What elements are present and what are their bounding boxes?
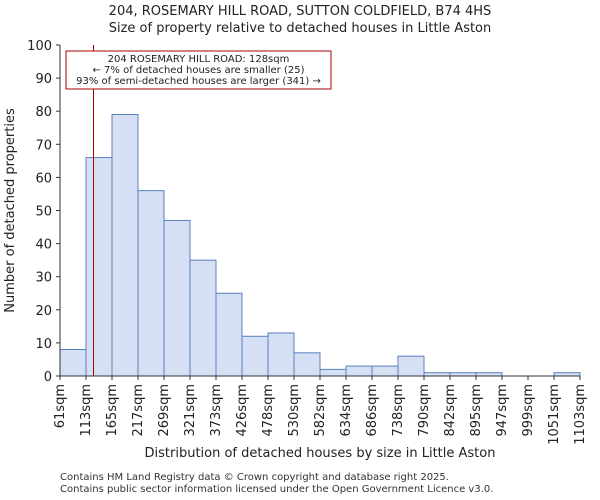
x-tick-label-1051sqm: 1051sqm [547,384,562,445]
axes-layer: 0 10 20 30 40 50 60 70 80 90 100 61sqm 113sqm 165sqm 2… [3,39,588,461]
y-tick-label-40: 40 [35,238,52,253]
y-tick-label-90: 90 [35,72,52,87]
bar-217sqm [137,190,165,377]
bar-321sqm [189,259,217,377]
bar-61sqm [59,349,87,377]
bar-426sqm [241,335,269,377]
x-axis-label: Distribution of detached houses by size … [145,446,496,461]
chart-title: 204, ROSEMARY HILL ROAD, SUTTON COLDFIEL… [108,4,492,19]
y-tick-label-80: 80 [35,105,52,120]
annotation-line1: 204 ROSEMARY HILL ROAD: 128sqm [108,54,290,65]
x-tick-label-1103sqm: 1103sqm [573,384,588,445]
bar-738sqm [397,355,425,377]
x-tick-label-321sqm: 321sqm [183,384,198,437]
x-tick-label-999sqm: 999sqm [521,384,536,437]
y-tick-label-0: 0 [44,370,52,385]
x-tick-label-61sqm: 61sqm [53,384,68,428]
y-tick-label-10: 10 [35,337,52,352]
y-tick-label-30: 30 [35,271,52,286]
y-tick-label-20: 20 [35,304,52,319]
x-tick-label-113sqm: 113sqm [79,384,94,437]
annotation-box [65,50,332,90]
x-tick-label-895sqm: 895sqm [469,384,484,437]
bar-269sqm [163,219,191,377]
x-tick-label-478sqm: 478sqm [261,384,276,437]
y-tick-label-100: 100 [27,39,52,54]
y-axis-label: Number of detached properties [3,108,18,313]
y-tick-label-60: 60 [35,171,52,186]
bar-478sqm [267,332,295,377]
y-tick-label-50: 50 [35,205,52,220]
x-tick-label-686sqm: 686sqm [365,384,380,437]
x-tick-label-165sqm: 165sqm [105,384,120,437]
footer-line-2: Contains public sector information licen… [60,484,494,495]
x-tick-label-947sqm: 947sqm [495,384,510,437]
y-tick-label-70: 70 [35,138,52,153]
x-tick-label-634sqm: 634sqm [339,384,354,437]
x-tick-label-790sqm: 790sqm [417,384,432,437]
chart-subtitle: Size of property relative to detached ho… [108,21,492,36]
bar-165sqm [111,114,139,377]
x-tick-label-269sqm: 269sqm [157,384,172,437]
x-tick-label-217sqm: 217sqm [131,384,146,437]
annotation-layer: 204 ROSEMARY HILL ROAD: 128sqm← 7% of de… [65,45,332,376]
x-tick-label-373sqm: 373sqm [209,384,224,437]
bar-113sqm [85,157,113,377]
bar-634sqm [345,365,373,377]
x-tick-label-738sqm: 738sqm [391,384,406,437]
x-tick-label-582sqm: 582sqm [313,384,328,437]
x-tick-label-530sqm: 530sqm [287,384,302,437]
annotation-line3: 93% of semi-detached houses are larger (… [76,76,321,87]
bars-layer [59,114,581,377]
x-tick-label-426sqm: 426sqm [235,384,250,437]
x-tick-label-842sqm: 842sqm [443,384,458,437]
annotation-line2: ← 7% of detached houses are smaller (25) [93,65,305,76]
bar-530sqm [293,352,321,377]
bar-373sqm [215,292,243,377]
bar-686sqm [371,365,399,377]
bar-582sqm [319,368,347,377]
footer-line-1: Contains HM Land Registry data © Crown c… [60,472,449,483]
